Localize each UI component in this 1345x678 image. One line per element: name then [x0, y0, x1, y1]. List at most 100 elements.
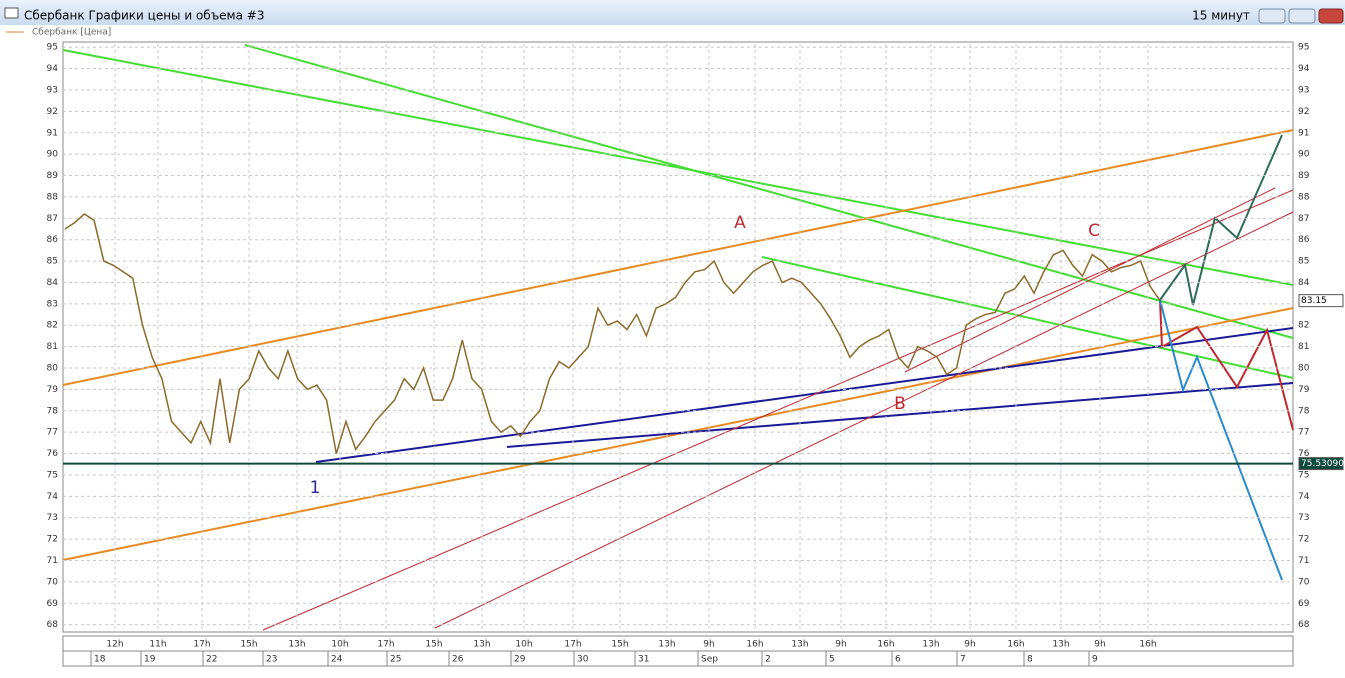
date-label: 8	[1027, 655, 1033, 665]
hour-label: 13h	[791, 640, 808, 650]
date-label: 19	[144, 655, 156, 665]
window-title: Сбербанк Графики цены и объема #3	[24, 9, 264, 23]
hour-label: 15h	[425, 640, 442, 650]
date-label: 9	[1092, 655, 1098, 665]
price-tag-label: 75.53090	[1301, 459, 1344, 469]
hour-label: 9h	[835, 640, 846, 650]
y-tick-label-right: 73	[1298, 513, 1309, 523]
hour-label: 17h	[564, 640, 581, 650]
y-tick-label: 71	[47, 556, 58, 566]
y-tick-label-right: 88	[1298, 192, 1310, 202]
hour-label: 10h	[515, 640, 532, 650]
y-tick-label-right: 81	[1298, 342, 1309, 352]
app-icon	[4, 7, 19, 19]
y-tick-label-right: 74	[1298, 492, 1310, 502]
y-tick-label-right: 76	[1298, 449, 1310, 459]
y-tick-label-right: 89	[1298, 171, 1310, 181]
red-channel	[434, 211, 1294, 629]
y-tick-label-right: 78	[1298, 406, 1310, 416]
y-tick-label-right: 75	[1298, 470, 1309, 480]
date-label: 26	[452, 655, 464, 665]
y-tick-label: 91	[47, 128, 58, 138]
date-label: 30	[577, 655, 589, 665]
hour-label: 16h	[1139, 640, 1156, 650]
y-tick-label-right: 90	[1298, 150, 1310, 160]
y-tick-label-right: 93	[1298, 85, 1309, 95]
green-line	[244, 44, 1294, 339]
y-tick-label-right: 87	[1298, 214, 1309, 224]
date-label: 7	[960, 655, 966, 665]
plot-area	[62, 41, 1294, 633]
hour-label: 17h	[377, 640, 394, 650]
y-tick-label-right: 72	[1298, 535, 1309, 545]
date-label: 29	[514, 655, 526, 665]
legend-entry: Сбербанк [Цена]	[32, 28, 111, 38]
y-tick-label: 81	[47, 342, 58, 352]
y-tick-label: 84	[47, 278, 59, 288]
y-tick-label-right: 92	[1298, 107, 1309, 117]
hour-label: 13h	[288, 640, 305, 650]
y-tick-label: 78	[47, 406, 59, 416]
wave-label: C	[1088, 221, 1100, 241]
wave-label: B	[894, 394, 906, 414]
y-tick-label: 90	[47, 150, 59, 160]
y-tick-label-right: 95	[1298, 43, 1309, 53]
y-tick-label: 74	[47, 492, 59, 502]
y-tick-label: 68	[47, 620, 59, 630]
y-tick-label-right: 71	[1298, 556, 1309, 566]
y-tick-label: 88	[47, 192, 59, 202]
hour-label: 17h	[193, 640, 210, 650]
hour-label: 12h	[106, 640, 123, 650]
hour-label: 9h	[703, 640, 714, 650]
y-tick-label: 77	[47, 428, 58, 438]
hour-label: 13h	[658, 640, 675, 650]
hour-label: 13h	[473, 640, 490, 650]
y-tick-label: 80	[47, 364, 59, 374]
hour-label: 16h	[746, 640, 763, 650]
y-tick-label-right: 84	[1298, 278, 1310, 288]
price-tag-label: 83.15	[1301, 296, 1327, 306]
date-label: 24	[331, 655, 343, 665]
date-label: Sep	[701, 655, 718, 665]
y-tick-label: 89	[47, 171, 59, 181]
hour-label: 11h	[149, 640, 166, 650]
price-tag	[1298, 457, 1344, 471]
y-tick-label: 76	[47, 449, 59, 459]
price-line	[64, 213, 1161, 454]
orange-line	[62, 129, 1294, 386]
hour-label: 13h	[922, 640, 939, 650]
hour-label: 15h	[611, 640, 628, 650]
y-tick-label-right: 77	[1298, 428, 1309, 438]
y-tick-label-right: 85	[1298, 257, 1309, 267]
y-tick-label-right: 69	[1298, 599, 1310, 609]
close-button[interactable]	[1318, 8, 1344, 24]
y-tick-label: 86	[47, 235, 59, 245]
y-tick-label: 92	[47, 107, 58, 117]
price-tag	[1298, 294, 1344, 308]
y-tick-label-right: 79	[1298, 385, 1310, 395]
hour-label: 9h	[964, 640, 975, 650]
y-tick-label: 69	[47, 599, 59, 609]
y-tick-label: 73	[47, 513, 58, 523]
hour-label: 16h	[877, 640, 894, 650]
y-tick-label-right: 94	[1298, 64, 1310, 74]
hour-label: 15h	[240, 640, 257, 650]
green-line	[62, 49, 1294, 286]
y-tick-label-right: 91	[1298, 128, 1309, 138]
green-line	[761, 256, 1294, 379]
hour-label: 16h	[1007, 640, 1024, 650]
blue-line	[506, 382, 1294, 448]
y-tick-label-right: 86	[1298, 235, 1310, 245]
minimize-button[interactable]	[1258, 8, 1286, 24]
maximize-button[interactable]	[1288, 8, 1316, 24]
wave-label: A	[734, 213, 746, 233]
hour-label: 9h	[1094, 640, 1105, 650]
forecast-down	[1159, 299, 1283, 581]
y-tick-label: 72	[47, 535, 58, 545]
y-tick-label: 82	[47, 321, 58, 331]
interval: 15 минут	[1192, 9, 1250, 23]
hour-label: 13h	[1052, 640, 1069, 650]
y-tick-label: 94	[47, 64, 59, 74]
